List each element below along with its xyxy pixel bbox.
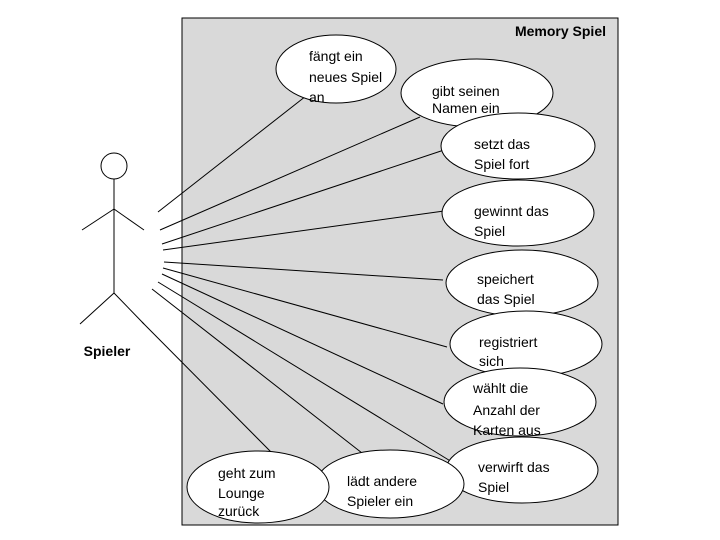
association-lines <box>141 95 453 463</box>
actor-label: Spieler <box>84 343 131 359</box>
use-case-speichert[interactable]: speichert das Spiel <box>445 249 599 317</box>
use-case-label: lädt andere <box>347 473 417 489</box>
use-case-ellipse <box>443 367 597 437</box>
use-case-verwirft[interactable]: verwirft das Spiel <box>445 436 599 504</box>
association-verwirft <box>157 281 453 463</box>
use-case-label: registriert <box>479 334 537 350</box>
use-case-label: Lounge <box>218 485 265 501</box>
association-registriert <box>162 267 448 348</box>
use-case-label: fängt ein <box>309 48 363 64</box>
use-case-label: an <box>309 89 325 105</box>
use-case-laedt-spieler[interactable]: lädt andere Spieler ein <box>315 449 465 519</box>
use-case-gewinnt[interactable]: gewinnt das Spiel <box>441 179 595 247</box>
actor-leg-right <box>113 292 145 325</box>
use-case-neues-spiel[interactable]: fängt ein neues Spiel an <box>275 34 397 105</box>
use-case-label: geht zum <box>218 465 276 481</box>
use-case-label: zurück <box>218 503 260 519</box>
use-case-spiel-fort[interactable]: setzt das Spiel fort <box>440 112 596 180</box>
association-laedt-spieler <box>151 288 363 454</box>
use-case-label: verwirft das <box>478 459 550 475</box>
use-case-label: neues Spiel <box>309 69 382 85</box>
use-case-label: Spiel <box>478 479 509 495</box>
use-case-label: Karten aus <box>473 422 541 438</box>
use-case-label: setzt das <box>474 136 530 152</box>
use-case-label: Spiel <box>474 223 505 239</box>
actor-head <box>100 152 128 180</box>
use-case-label: wählt die <box>472 380 528 396</box>
use-case-label: speichert <box>477 271 534 287</box>
use-case-ellipse <box>440 112 596 180</box>
use-case-label: gewinnt das <box>474 203 549 219</box>
use-case-label: gibt seinen <box>432 83 500 99</box>
actor-spieler[interactable] <box>79 152 145 325</box>
use-case-anzahl-karten[interactable]: wählt die Anzahl der Karten aus <box>443 367 597 438</box>
actor-leg-left <box>79 292 115 325</box>
use-case-label: Namen ein <box>432 100 500 116</box>
actor-arms-right <box>113 208 145 231</box>
association-neues-spiel <box>157 95 307 213</box>
use-case-label: das Spiel <box>477 291 535 307</box>
use-case-ellipse <box>186 450 330 524</box>
association-spiel-fort <box>161 149 445 245</box>
association-lounge <box>141 321 273 454</box>
use-case-ellipse <box>275 34 397 104</box>
use-case-lounge[interactable]: geht zum Lounge zurück <box>186 450 330 524</box>
use-case-label: Spieler ein <box>347 493 413 509</box>
use-case-registriert[interactable]: registriert sich <box>449 310 603 378</box>
association-speichert <box>163 261 444 281</box>
system-title: Memory Spiel <box>515 23 606 39</box>
association-gewinnt <box>162 210 445 251</box>
use-case-label: Anzahl der <box>473 402 540 418</box>
use-case-label: Spiel fort <box>474 156 529 172</box>
use-case-label: sich <box>479 353 504 369</box>
association-namen-ein <box>159 116 421 231</box>
actor-arms-left <box>81 208 115 231</box>
use-case-ellipse <box>441 179 595 247</box>
association-anzahl-karten <box>161 273 444 405</box>
